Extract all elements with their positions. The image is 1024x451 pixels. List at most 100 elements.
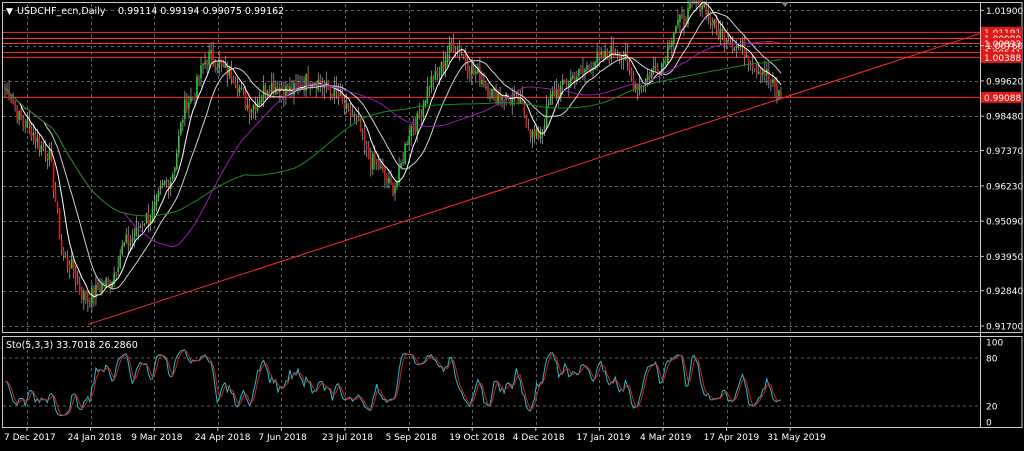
- candle-bear: [30, 125, 33, 137]
- candle-bear: [598, 51, 600, 56]
- candle-bull: [541, 129, 544, 136]
- stochastic-panel: 100 80 20 0: [3, 339, 1003, 429]
- candle-bull: [721, 29, 724, 31]
- candle-bear: [473, 67, 475, 73]
- candle-bear: [54, 189, 57, 202]
- candle-bear: [295, 82, 297, 86]
- candle-bull: [228, 66, 231, 76]
- candle-bull: [260, 96, 263, 102]
- candle-bull: [173, 167, 176, 173]
- candle-bull: [491, 88, 493, 98]
- candle-bull: [687, 7, 689, 24]
- candle-bull: [131, 239, 134, 242]
- candle-bull: [113, 272, 115, 284]
- candle-bear: [630, 69, 633, 76]
- candle-bull: [202, 64, 204, 66]
- candle-bear: [147, 212, 150, 224]
- candle-bear: [664, 60, 667, 63]
- price-tick-label: 0.98480: [986, 113, 1023, 123]
- candle-bear: [529, 130, 532, 138]
- price-level-label: 1.00833: [984, 40, 1021, 50]
- candle-bull: [18, 110, 20, 121]
- main-panel-frame: [2, 2, 1023, 333]
- candle-bear: [329, 87, 332, 93]
- candle-bull: [646, 75, 649, 81]
- candle-bear: [361, 131, 364, 133]
- candle-bull: [285, 85, 287, 97]
- candle-bear: [78, 283, 81, 292]
- candle-bear: [97, 284, 99, 290]
- candle-bull: [600, 51, 602, 55]
- candle-bear: [656, 67, 659, 74]
- candle-bear: [236, 85, 239, 92]
- candle-bear: [442, 61, 445, 69]
- price-axis: 1.01900 1.00760 0.99620 0.98480 0.97370 0.962…: [980, 7, 1023, 333]
- candle-bear: [525, 115, 528, 128]
- candle-bull: [531, 130, 534, 139]
- candle-bear: [307, 72, 309, 87]
- candle-bull: [129, 242, 132, 246]
- candle-bull: [408, 136, 410, 146]
- candle-bear: [16, 105, 18, 120]
- candle-bear: [331, 93, 334, 98]
- time-tick-label: 17 Jan 2019: [576, 433, 630, 443]
- candle-bear: [337, 92, 340, 97]
- price-level-label: 1.00388: [984, 54, 1021, 64]
- candle-bull: [642, 85, 645, 87]
- candle-bull: [438, 74, 441, 76]
- candle-bull: [175, 153, 178, 170]
- candle-bear: [384, 168, 386, 179]
- candle-bear: [628, 61, 631, 70]
- candle-bull: [741, 40, 744, 47]
- candle-bear: [38, 137, 41, 150]
- candle-bear: [764, 70, 766, 76]
- candle-bull: [778, 90, 780, 97]
- candle-bear: [420, 115, 423, 118]
- candle-bull: [188, 102, 190, 109]
- candle-bear: [80, 290, 83, 300]
- candle-bull: [95, 285, 97, 298]
- candle-bull: [456, 46, 459, 50]
- candle-bear: [76, 280, 79, 283]
- price-level-tag: [981, 26, 1022, 38]
- candle-bear: [705, 4, 708, 17]
- candle-bull: [159, 186, 162, 190]
- candle-bull: [139, 226, 142, 228]
- candle-bear: [50, 150, 53, 162]
- candle-bear: [432, 77, 435, 82]
- candle-bear: [580, 69, 582, 71]
- stochastic-tick-label: 80: [986, 355, 998, 365]
- candle-bull: [616, 54, 619, 56]
- candle-bear: [618, 54, 621, 59]
- candle-bear: [4, 86, 6, 90]
- candle-bear: [60, 240, 63, 249]
- candle-bull: [689, 1, 691, 10]
- candle-bear: [466, 63, 469, 74]
- candle-bull: [576, 77, 578, 83]
- oscillator-panel-frame: [2, 336, 1023, 428]
- price-tick-label: 0.93950: [986, 253, 1023, 263]
- candle-bear: [277, 88, 279, 94]
- candle-bear: [44, 150, 47, 156]
- candle-bear: [774, 78, 776, 87]
- candle-bear: [93, 288, 95, 299]
- candle-bull: [644, 78, 647, 85]
- collapse-triangle-icon[interactable]: ▼: [6, 7, 13, 17]
- candle-bull: [446, 54, 449, 63]
- candle-bull: [426, 86, 429, 103]
- candle-bull: [256, 102, 259, 111]
- candle-bull: [289, 86, 291, 92]
- candle-bull: [380, 166, 382, 169]
- candle-bull: [145, 213, 148, 223]
- candle-bull: [87, 300, 89, 302]
- candle-bull: [313, 82, 315, 84]
- candle-bear: [297, 83, 299, 86]
- candle-bear: [127, 234, 130, 246]
- moving-average-line: [4, 59, 782, 217]
- moving-average-line: [4, 11, 782, 290]
- candle-bull: [404, 143, 406, 164]
- stochastic-signal-line: [4, 349, 782, 416]
- candle-bear: [367, 145, 370, 160]
- candle-bull: [317, 79, 320, 90]
